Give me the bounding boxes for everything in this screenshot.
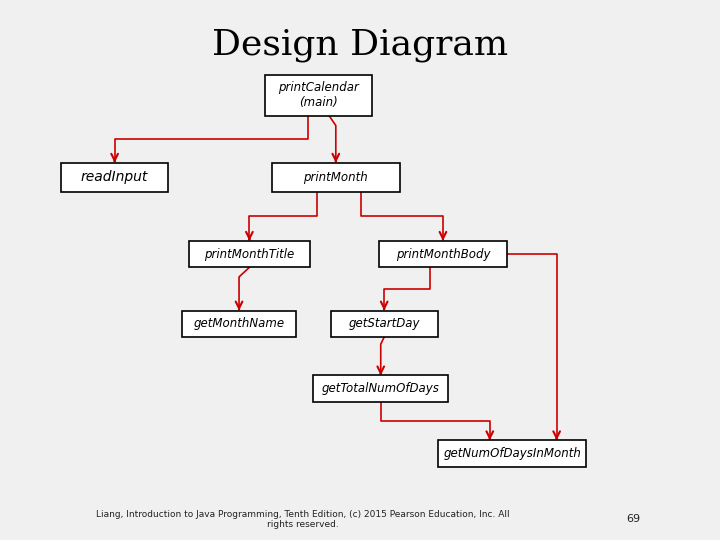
Text: printMonthTitle: printMonthTitle — [204, 248, 294, 261]
Text: getMonthName: getMonthName — [194, 318, 284, 330]
Text: readInput: readInput — [81, 170, 148, 184]
Text: 69: 69 — [626, 515, 641, 524]
FancyBboxPatch shape — [313, 375, 448, 402]
FancyBboxPatch shape — [265, 75, 372, 116]
FancyBboxPatch shape — [330, 310, 438, 337]
Text: printMonthBody: printMonthBody — [396, 248, 490, 261]
FancyBboxPatch shape — [61, 163, 168, 192]
FancyBboxPatch shape — [379, 241, 507, 267]
Text: getTotalNumOfDays: getTotalNumOfDays — [322, 382, 440, 395]
Text: Design Diagram: Design Diagram — [212, 28, 508, 62]
FancyBboxPatch shape — [272, 163, 400, 192]
Text: getStartDay: getStartDay — [348, 318, 420, 330]
FancyBboxPatch shape — [438, 440, 586, 467]
FancyBboxPatch shape — [189, 241, 310, 267]
FancyBboxPatch shape — [182, 310, 296, 337]
Text: printMonth: printMonth — [303, 171, 368, 184]
Text: Liang, Introduction to Java Programming, Tenth Edition, (c) 2015 Pearson Educati: Liang, Introduction to Java Programming,… — [96, 510, 509, 529]
Text: printCalendar
(main): printCalendar (main) — [278, 82, 359, 110]
Text: getNumOfDaysInMonth: getNumOfDaysInMonth — [443, 447, 581, 460]
